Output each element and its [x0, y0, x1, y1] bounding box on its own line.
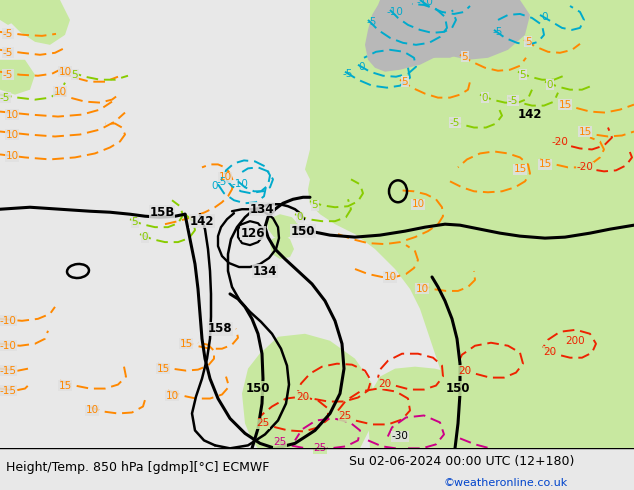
- Text: -5: -5: [0, 93, 10, 102]
- Text: -10: -10: [231, 179, 249, 189]
- Text: 15: 15: [58, 381, 72, 391]
- Text: -15: -15: [0, 386, 16, 395]
- Text: -10: -10: [0, 316, 16, 326]
- Polygon shape: [305, 0, 634, 294]
- Text: 5: 5: [402, 77, 408, 87]
- Text: -20: -20: [552, 138, 569, 147]
- Text: -30: -30: [392, 431, 408, 441]
- Text: 5: 5: [525, 37, 531, 47]
- Text: -5: -5: [493, 27, 503, 37]
- Text: 20: 20: [297, 392, 309, 401]
- Text: 0: 0: [142, 232, 148, 242]
- Text: 20: 20: [378, 379, 392, 389]
- Text: Height/Temp. 850 hPa [gdmp][°C] ECMWF: Height/Temp. 850 hPa [gdmp][°C] ECMWF: [6, 461, 269, 474]
- Polygon shape: [0, 60, 35, 95]
- Polygon shape: [0, 0, 20, 25]
- Text: 20: 20: [543, 347, 557, 357]
- Polygon shape: [430, 0, 530, 60]
- Text: 0: 0: [359, 62, 365, 72]
- Text: 25: 25: [313, 443, 327, 453]
- Text: -10: -10: [0, 341, 16, 351]
- Text: 134: 134: [250, 203, 275, 216]
- Text: -5: -5: [3, 29, 13, 39]
- Text: 10: 10: [53, 87, 67, 97]
- Text: -5: -5: [3, 48, 13, 58]
- Text: 5: 5: [312, 200, 318, 210]
- Text: -5: -5: [367, 17, 377, 27]
- Polygon shape: [242, 344, 370, 448]
- Text: 5: 5: [132, 217, 138, 227]
- Text: -10: -10: [387, 7, 403, 17]
- Text: 150: 150: [246, 382, 270, 395]
- Polygon shape: [390, 0, 634, 165]
- Polygon shape: [270, 234, 294, 259]
- Text: 5: 5: [520, 70, 526, 80]
- Text: 200: 200: [565, 336, 585, 346]
- Text: 15B: 15B: [150, 206, 175, 219]
- Text: -5: -5: [3, 70, 13, 80]
- Text: -5: -5: [217, 177, 227, 187]
- Text: 10: 10: [411, 199, 425, 209]
- Text: 20: 20: [458, 366, 472, 376]
- Text: 0: 0: [212, 181, 218, 191]
- Text: Su 02-06-2024 00:00 UTC (12+180): Su 02-06-2024 00:00 UTC (12+180): [349, 455, 574, 468]
- Text: 10: 10: [165, 391, 179, 400]
- Text: -15: -15: [0, 366, 16, 376]
- Text: 10: 10: [86, 406, 98, 416]
- Polygon shape: [248, 334, 375, 448]
- Text: -10: -10: [417, 0, 434, 7]
- Text: 10: 10: [6, 129, 18, 140]
- Polygon shape: [0, 0, 70, 45]
- Text: 10: 10: [384, 272, 396, 282]
- Text: 15: 15: [157, 364, 170, 374]
- Text: -20: -20: [576, 162, 593, 172]
- Text: 10: 10: [58, 67, 72, 77]
- Text: -5: -5: [508, 96, 518, 106]
- Text: 126: 126: [241, 227, 265, 240]
- Text: 10: 10: [6, 151, 18, 161]
- Text: 25: 25: [256, 418, 269, 428]
- Text: 150: 150: [291, 224, 315, 238]
- Text: 150: 150: [446, 382, 470, 395]
- Text: -5: -5: [450, 118, 460, 127]
- Text: 10: 10: [415, 284, 429, 294]
- Polygon shape: [308, 0, 634, 448]
- Text: 0: 0: [297, 212, 303, 222]
- Polygon shape: [415, 0, 490, 58]
- Text: 10: 10: [219, 172, 231, 182]
- Polygon shape: [368, 349, 634, 448]
- Text: 5: 5: [72, 70, 79, 80]
- Text: 15: 15: [538, 159, 552, 170]
- Text: 15: 15: [578, 126, 592, 137]
- Text: 10: 10: [6, 110, 18, 120]
- Polygon shape: [365, 0, 460, 72]
- Text: 25: 25: [339, 412, 352, 421]
- Text: 134: 134: [253, 265, 277, 277]
- Text: 0: 0: [547, 80, 553, 90]
- Text: 25: 25: [273, 438, 287, 447]
- Polygon shape: [267, 214, 298, 239]
- Text: ©weatheronline.co.uk: ©weatheronline.co.uk: [444, 477, 568, 488]
- Text: 0: 0: [541, 12, 548, 22]
- Text: -5: -5: [343, 69, 353, 79]
- Text: 15: 15: [179, 339, 193, 349]
- Text: 15: 15: [514, 164, 527, 174]
- Text: 15: 15: [559, 99, 572, 110]
- Text: 142: 142: [518, 108, 542, 121]
- Text: 158: 158: [208, 322, 232, 335]
- Text: 142: 142: [190, 215, 214, 228]
- Text: 0: 0: [482, 93, 488, 102]
- Text: 5: 5: [462, 52, 469, 62]
